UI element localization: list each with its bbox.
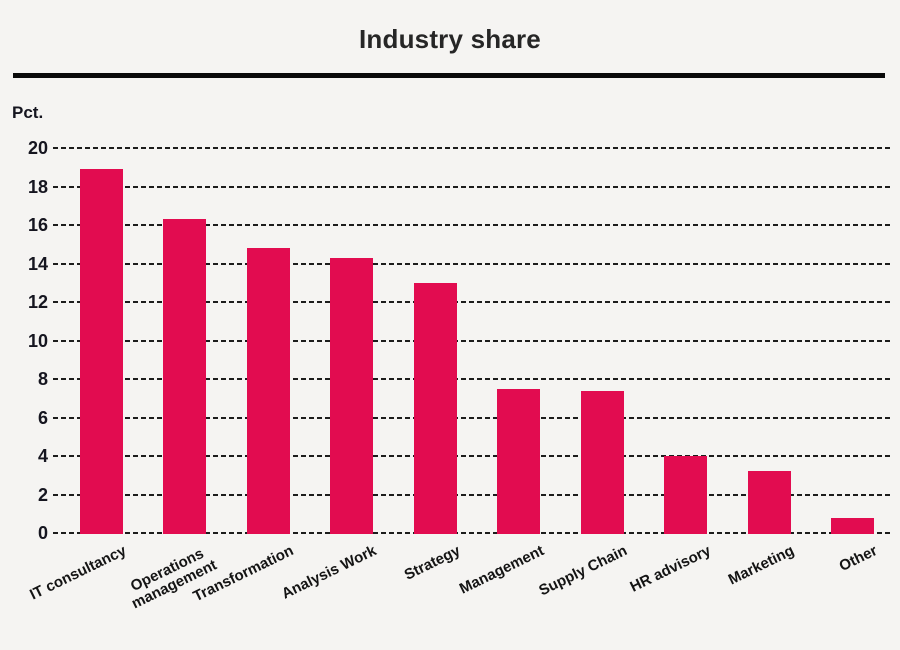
bar-transformation bbox=[246, 248, 290, 534]
bar-analysis-work bbox=[330, 257, 373, 534]
y-tick-label-16: 16 bbox=[27, 215, 48, 235]
bar-marketing bbox=[747, 471, 791, 534]
x-tick-label-it-consultancy: IT consultancy bbox=[27, 542, 130, 604]
y-tick-label-4: 4 bbox=[37, 446, 48, 466]
gridline-y-20 bbox=[53, 147, 890, 149]
x-tick-label-management: Management bbox=[456, 542, 547, 598]
bar-strategy bbox=[413, 282, 457, 534]
x-tick-label-hr-advisory: HR advisory bbox=[627, 542, 714, 596]
gridline-y-2 bbox=[53, 493, 890, 496]
x-tick-label-analysis-work: Analysis Work bbox=[279, 542, 380, 603]
title-divider-line bbox=[13, 73, 885, 78]
y-tick-label-6: 6 bbox=[37, 407, 48, 428]
gridline-y-18 bbox=[53, 185, 890, 188]
gridline-y-0 bbox=[53, 532, 890, 534]
bar-hr-advisory bbox=[664, 456, 707, 534]
y-tick-label-0: 0 bbox=[37, 523, 48, 543]
bar-it-consultancy bbox=[79, 169, 123, 534]
y-axis-unit-label: Pct. bbox=[12, 103, 44, 122]
gridline-y-12 bbox=[53, 301, 890, 303]
x-tick-label-other: Other bbox=[837, 542, 881, 575]
x-tick-label-marketing: Marketing bbox=[725, 542, 798, 589]
x-tick-label-supply-chain: Supply Chain bbox=[536, 542, 631, 600]
y-tick-label-12: 12 bbox=[27, 292, 48, 312]
gridline-y-14 bbox=[53, 262, 890, 265]
y-tick-label-2: 2 bbox=[37, 484, 48, 505]
bar-other bbox=[831, 517, 874, 534]
gridline-y-4 bbox=[53, 455, 890, 457]
y-tick-label-10: 10 bbox=[27, 330, 48, 351]
chart-title: Industry share bbox=[359, 24, 541, 54]
bar-management bbox=[497, 388, 540, 534]
y-tick-label-18: 18 bbox=[27, 176, 48, 197]
gridline-y-8 bbox=[53, 378, 890, 380]
y-tick-label-14: 14 bbox=[27, 253, 48, 274]
gridline-y-10 bbox=[53, 339, 890, 342]
bar-supply-chain bbox=[580, 390, 624, 534]
y-tick-label-20: 20 bbox=[27, 138, 48, 158]
x-tick-label-strategy: Strategy bbox=[401, 542, 464, 584]
gridline-y-16 bbox=[53, 224, 890, 226]
gridline-y-6 bbox=[53, 416, 890, 419]
bar-operations-management bbox=[163, 219, 206, 534]
y-tick-label-8: 8 bbox=[37, 369, 48, 389]
x-tick-label-operations-management: Operations management bbox=[127, 545, 220, 613]
